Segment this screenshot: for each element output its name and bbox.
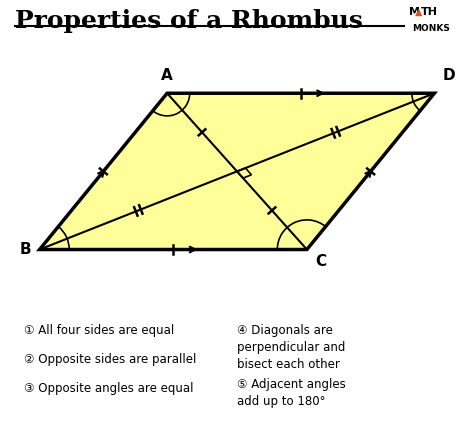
Text: TH: TH (420, 7, 438, 17)
Text: ④ Diagonals are
perpendicular and
bisect each other: ④ Diagonals are perpendicular and bisect… (237, 324, 346, 371)
Text: A: A (161, 68, 173, 83)
Text: B: B (20, 242, 31, 257)
Text: ⑤ Adjacent angles
add up to 180°: ⑤ Adjacent angles add up to 180° (237, 378, 346, 408)
Text: MONKS: MONKS (412, 24, 450, 33)
Text: ③ Opposite angles are equal: ③ Opposite angles are equal (24, 382, 194, 395)
Polygon shape (40, 93, 434, 249)
Text: Properties of a Rhombus: Properties of a Rhombus (15, 9, 363, 33)
Text: ② Opposite sides are parallel: ② Opposite sides are parallel (24, 353, 197, 366)
Text: ① All four sides are equal: ① All four sides are equal (24, 324, 174, 337)
Text: D: D (443, 68, 455, 83)
Text: M: M (409, 7, 420, 17)
Text: ▲: ▲ (415, 7, 422, 17)
Text: C: C (315, 254, 326, 269)
